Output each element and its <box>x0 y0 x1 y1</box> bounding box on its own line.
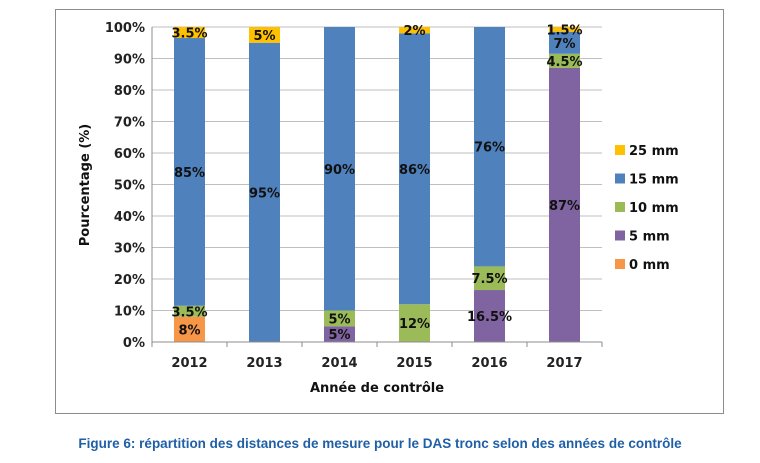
data-label: 87% <box>549 199 580 214</box>
legend-label: 25 mm <box>629 144 679 159</box>
bar-segment-10mm-2015 <box>399 304 430 342</box>
y-axis-title: Pourcentage (%) <box>78 124 93 246</box>
bar-segment-25mm-2013 <box>249 27 280 43</box>
y-tick-label: 50% <box>114 179 145 194</box>
data-label: 7% <box>553 37 575 52</box>
legend-swatch <box>615 230 625 241</box>
y-tick-label: 30% <box>114 242 145 257</box>
x-tick-label: 2014 <box>321 356 357 371</box>
y-tick-label: 0% <box>123 336 145 351</box>
data-label: 76% <box>474 141 505 156</box>
bar-segment-15mm-2015 <box>399 33 430 305</box>
y-tick-label: 80% <box>114 84 145 99</box>
legend-swatch <box>615 145 625 155</box>
legend: 25 mm 15 mm 10 mm 5 mm 0 mm <box>615 144 679 273</box>
x-axis-ticks: 2012 2013 2014 2015 2016 2017 <box>171 356 582 371</box>
figure-caption: Figure 6: répartition des distances de m… <box>78 436 682 451</box>
y-tick-label: 10% <box>114 305 145 320</box>
data-label: 5% <box>253 29 275 44</box>
legend-swatch <box>615 202 625 212</box>
bar-segment-5mm-2017 <box>549 67 580 342</box>
bar-segment-10mm-2012 <box>174 305 205 317</box>
legend-label: 15 mm <box>629 173 679 188</box>
data-label: 3.5% <box>171 305 207 320</box>
x-tick-label: 2017 <box>546 356 582 371</box>
bar-segment-15mm-2013 <box>249 42 280 342</box>
data-label: 85% <box>174 166 205 181</box>
y-tick-label: 40% <box>114 210 145 225</box>
data-labels: 8%3.5%85%3.5%95%5%5%5%90%12%86%2%16.5%7.… <box>171 23 582 343</box>
y-axis-ticks: 0% 10% 20% 30% 40% 50% 60% 70% 80% 90% 100% <box>105 21 145 351</box>
bar-segment-25mm-2012 <box>174 27 205 39</box>
x-tick-label: 2015 <box>396 356 432 371</box>
bar-segment-15mm-2017 <box>549 31 580 54</box>
bar-segment-10mm-2016 <box>474 266 505 291</box>
data-label: 90% <box>324 163 355 178</box>
bar-segment-5mm-2014 <box>324 326 355 342</box>
data-label: 1.5% <box>546 23 582 38</box>
bar-segment-0mm-2012 <box>174 316 205 342</box>
data-label: 86% <box>399 163 430 178</box>
data-label: 7.5% <box>471 272 507 287</box>
legend-swatch <box>615 173 625 184</box>
y-tick-label: 70% <box>114 116 145 131</box>
data-label: 12% <box>399 317 430 332</box>
data-label: 5% <box>328 312 350 327</box>
chart-frame <box>55 9 724 414</box>
bar-segment-25mm-2015 <box>399 27 430 34</box>
y-tick-label: 100% <box>105 21 145 36</box>
data-label: 16.5% <box>467 310 512 325</box>
data-label: 8% <box>178 323 200 338</box>
legend-label: 5 mm <box>629 230 670 245</box>
bars <box>174 27 580 342</box>
data-label: 4.5% <box>546 55 582 70</box>
y-tick-label: 90% <box>114 53 145 68</box>
bar-segment-15mm-2016 <box>474 27 505 267</box>
legend-label: 10 mm <box>629 201 679 216</box>
axes <box>151 27 603 347</box>
data-label: 3.5% <box>171 27 207 42</box>
x-tick-label: 2016 <box>471 356 507 371</box>
bar-segment-10mm-2014 <box>324 310 355 327</box>
data-label: 95% <box>249 186 280 201</box>
x-tick-label: 2013 <box>246 356 282 371</box>
data-label: 2% <box>403 24 425 39</box>
bar-segment-25mm-2017 <box>549 27 580 32</box>
x-tick-label: 2012 <box>171 356 207 371</box>
bar-segment-5mm-2016 <box>474 290 505 342</box>
y-tick-label: 60% <box>114 147 145 162</box>
stacked-bar-chart: 0%10%20%30%40%50%60%70%80%90%100% 2012 20… <box>78 21 679 396</box>
gridlines <box>152 26 602 311</box>
legend-label: 0 mm <box>629 258 670 273</box>
y-tick-label: 20% <box>114 273 145 288</box>
bar-segment-15mm-2014 <box>324 27 355 311</box>
bar-segment-15mm-2012 <box>174 38 205 306</box>
bar-segment-10mm-2017 <box>549 53 580 68</box>
data-label: 5% <box>328 328 350 343</box>
legend-swatch <box>615 259 625 269</box>
x-axis-title: Année de contrôle <box>310 381 444 396</box>
